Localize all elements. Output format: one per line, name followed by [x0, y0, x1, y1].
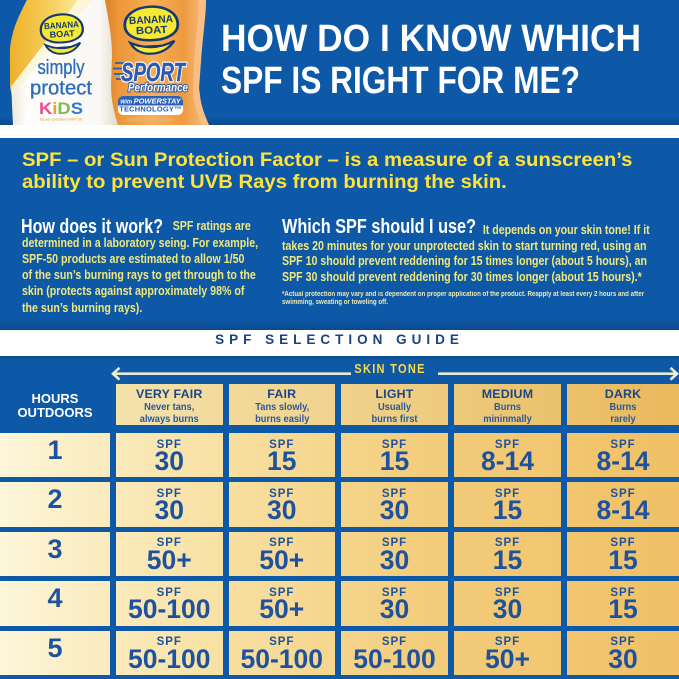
svg-text:simply: simply	[38, 57, 85, 79]
svg-text:Performance: Performance	[128, 81, 188, 95]
svg-text:KiDS: KiDS	[39, 99, 83, 118]
svg-text:SPORT: SPORT	[121, 57, 187, 87]
svg-text:TECHNOLOGY™: TECHNOLOGY™	[119, 105, 182, 114]
svg-text:protect: protect	[30, 78, 92, 100]
svg-text:With POWERSTAY: With POWERSTAY	[120, 97, 182, 106]
svg-text:SPORT: SPORT	[121, 57, 187, 87]
svg-text:Performance: Performance	[128, 81, 188, 95]
svg-text:sunscreen lotion: sunscreen lotion	[127, 117, 175, 124]
svg-text:broad spectrum SPF 50: broad spectrum SPF 50	[40, 117, 83, 122]
